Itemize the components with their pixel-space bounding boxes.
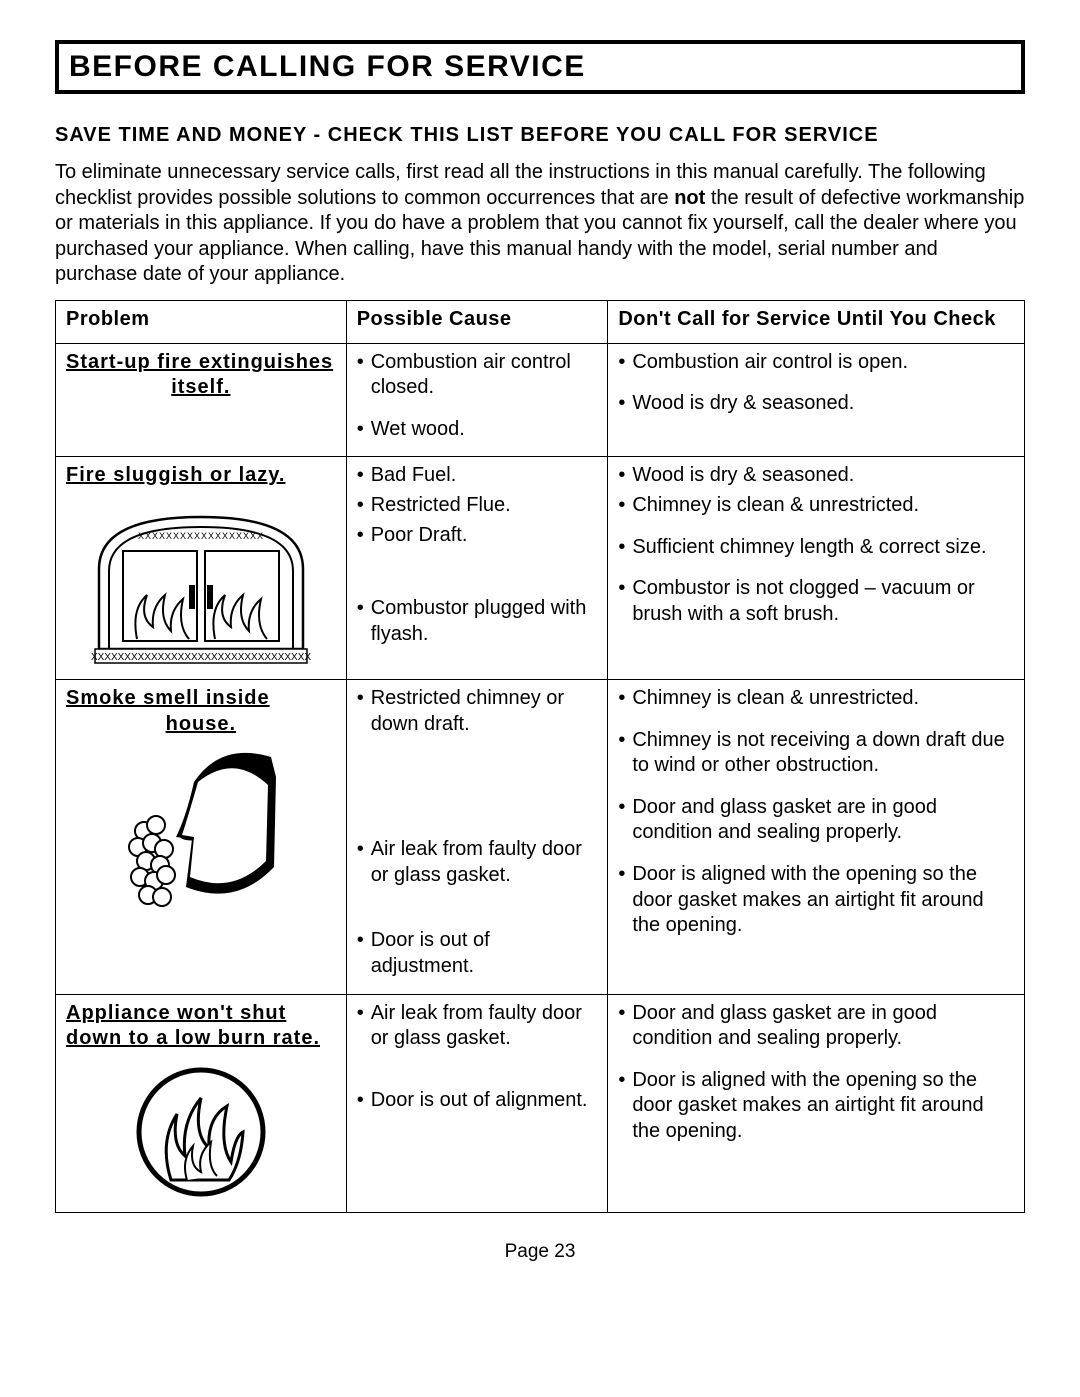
check-cell: Wood is dry & seasoned. Chimney is clean… [608, 457, 1025, 680]
table-row: Start-up fire extinguishes itself. Combu… [56, 343, 1025, 457]
problem-title: Smoke smell inside [66, 686, 336, 712]
problem-title-line2: house. [66, 712, 336, 738]
problem-cell: Appliance won't shut down to a low burn … [56, 994, 347, 1212]
cause-cell: Combustion air control closed. Wet wood. [346, 343, 608, 457]
header-check: Don't Call for Service Until You Check [608, 300, 1025, 343]
check-item: Wood is dry & seasoned. [618, 391, 1014, 417]
table-row: Smoke smell inside house. [56, 679, 1025, 994]
cause-item: Door is out of adjustment. [357, 928, 598, 979]
check-item: Door and glass gasket are in good condit… [618, 1001, 1014, 1052]
problem-title: Appliance won't shut [66, 1001, 336, 1027]
check-cell: Combustion air control is open. Wood is … [608, 343, 1025, 457]
title-box: BEFORE CALLING FOR SERVICE [55, 40, 1025, 94]
fireplace-icon: XXXXXXXXXXXXXXXXXX XXXXXXXXXXXXXXXXXXXXX… [91, 499, 311, 669]
problem-title: Fire sluggish or lazy. [66, 463, 336, 489]
page-number: Page 23 [55, 1241, 1025, 1263]
smell-icon [116, 747, 286, 927]
check-item: Chimney is not receiving a down draft du… [618, 728, 1014, 779]
problem-cell: Start-up fire extinguishes itself. [56, 343, 347, 457]
cause-item: Poor Draft. [357, 523, 598, 549]
problem-cell: Fire sluggish or lazy. XXXXXXXXXXXXXXXXX… [56, 457, 347, 680]
check-item: Door and glass gasket are in good condit… [618, 795, 1014, 846]
problem-cell: Smoke smell inside house. [56, 679, 347, 994]
check-item: Sufficient chimney length & correct size… [618, 535, 1014, 561]
table-row: Appliance won't shut down to a low burn … [56, 994, 1025, 1212]
intro-paragraph: To eliminate unnecessary service calls, … [55, 160, 1025, 288]
cause-item: Air leak from faulty door or glass gaske… [357, 1001, 598, 1052]
check-item: Combustor is not clogged – vacuum or bru… [618, 576, 1014, 627]
check-item: Chimney is clean & unrestricted. [618, 686, 1014, 712]
cause-cell: Air leak from faulty door or glass gaske… [346, 994, 608, 1212]
cause-cell: Restricted chimney or down draft. Air le… [346, 679, 608, 994]
cause-item: Air leak from faulty door or glass gaske… [357, 837, 598, 888]
cause-cell: Bad Fuel. Restricted Flue. Poor Draft. C… [346, 457, 608, 680]
cause-item: Wet wood. [357, 417, 598, 443]
intro-bold: not [674, 187, 705, 209]
section-subheading: SAVE TIME AND MONEY - CHECK THIS LIST BE… [55, 122, 1025, 148]
svg-text:XXXXXXXXXXXXXXXXXXXXXXXXXXXXXX: XXXXXXXXXXXXXXXXXXXXXXXXXXXXXXXXXXX [91, 652, 311, 663]
svg-text:XXXXXXXXXXXXXXXXXX: XXXXXXXXXXXXXXXXXX [138, 531, 264, 541]
table-row: Fire sluggish or lazy. XXXXXXXXXXXXXXXXX… [56, 457, 1025, 680]
check-cell: Door and glass gasket are in good condit… [608, 994, 1025, 1212]
problem-title-line2: down to a low burn rate. [66, 1026, 336, 1052]
cause-item: Combustion air control closed. [357, 350, 598, 401]
check-item: Combustion air control is open. [618, 350, 1014, 376]
problem-title: Start-up fire extinguishes [66, 350, 336, 376]
check-item: Chimney is clean & unrestricted. [618, 493, 1014, 519]
header-problem: Problem [56, 300, 347, 343]
check-cell: Chimney is clean & unrestricted. Chimney… [608, 679, 1025, 994]
check-item: Door is aligned with the opening so the … [618, 1068, 1014, 1145]
check-item: Door is aligned with the opening so the … [618, 862, 1014, 939]
page-title: BEFORE CALLING FOR SERVICE [69, 50, 1011, 84]
troubleshooting-table: Problem Possible Cause Don't Call for Se… [55, 300, 1025, 1213]
cause-item: Door is out of alignment. [357, 1088, 598, 1114]
cause-item: Restricted Flue. [357, 493, 598, 519]
problem-title-line2: itself. [66, 375, 336, 401]
cause-item: Restricted chimney or down draft. [357, 686, 598, 737]
cause-item: Combustor plugged with flyash. [357, 596, 598, 647]
flame-circle-icon [131, 1062, 271, 1202]
check-item: Wood is dry & seasoned. [618, 463, 1014, 489]
header-cause: Possible Cause [346, 300, 608, 343]
cause-item: Bad Fuel. [357, 463, 598, 489]
